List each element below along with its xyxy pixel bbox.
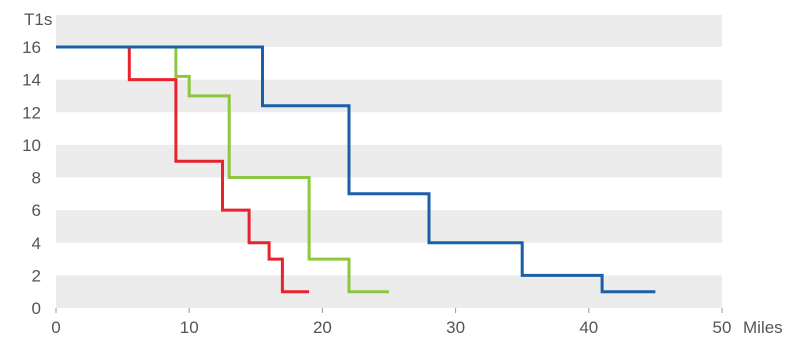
background-band [56, 15, 722, 47]
y-tick-label: 6 [32, 201, 41, 220]
y-tick-label: 16 [22, 38, 41, 57]
y-tick-label: 14 [22, 71, 41, 90]
y-axis-label: T1s [24, 10, 52, 29]
x-axis-label: Miles [743, 318, 783, 337]
y-tick-label: 10 [22, 136, 41, 155]
x-tick-label: 0 [51, 318, 60, 337]
y-tick-label: 4 [32, 234, 41, 253]
x-tick-label: 50 [713, 318, 732, 337]
y-tick-label: 8 [32, 169, 41, 188]
x-tick-label: 30 [446, 318, 465, 337]
x-tick-label: 10 [180, 318, 199, 337]
x-axis-ticks: 0 10 20 30 40 50 [51, 308, 731, 337]
background-bands [56, 15, 722, 308]
y-tick-label: 0 [32, 299, 41, 318]
background-band [56, 80, 722, 113]
background-band [56, 145, 722, 178]
x-tick-label: 40 [579, 318, 598, 337]
y-axis-ticks: 0 2 4 6 8 10 12 14 16 [22, 38, 41, 318]
background-band [56, 210, 722, 243]
y-tick-label: 2 [32, 266, 41, 285]
x-tick-label: 20 [313, 318, 332, 337]
y-tick-label: 12 [22, 103, 41, 122]
